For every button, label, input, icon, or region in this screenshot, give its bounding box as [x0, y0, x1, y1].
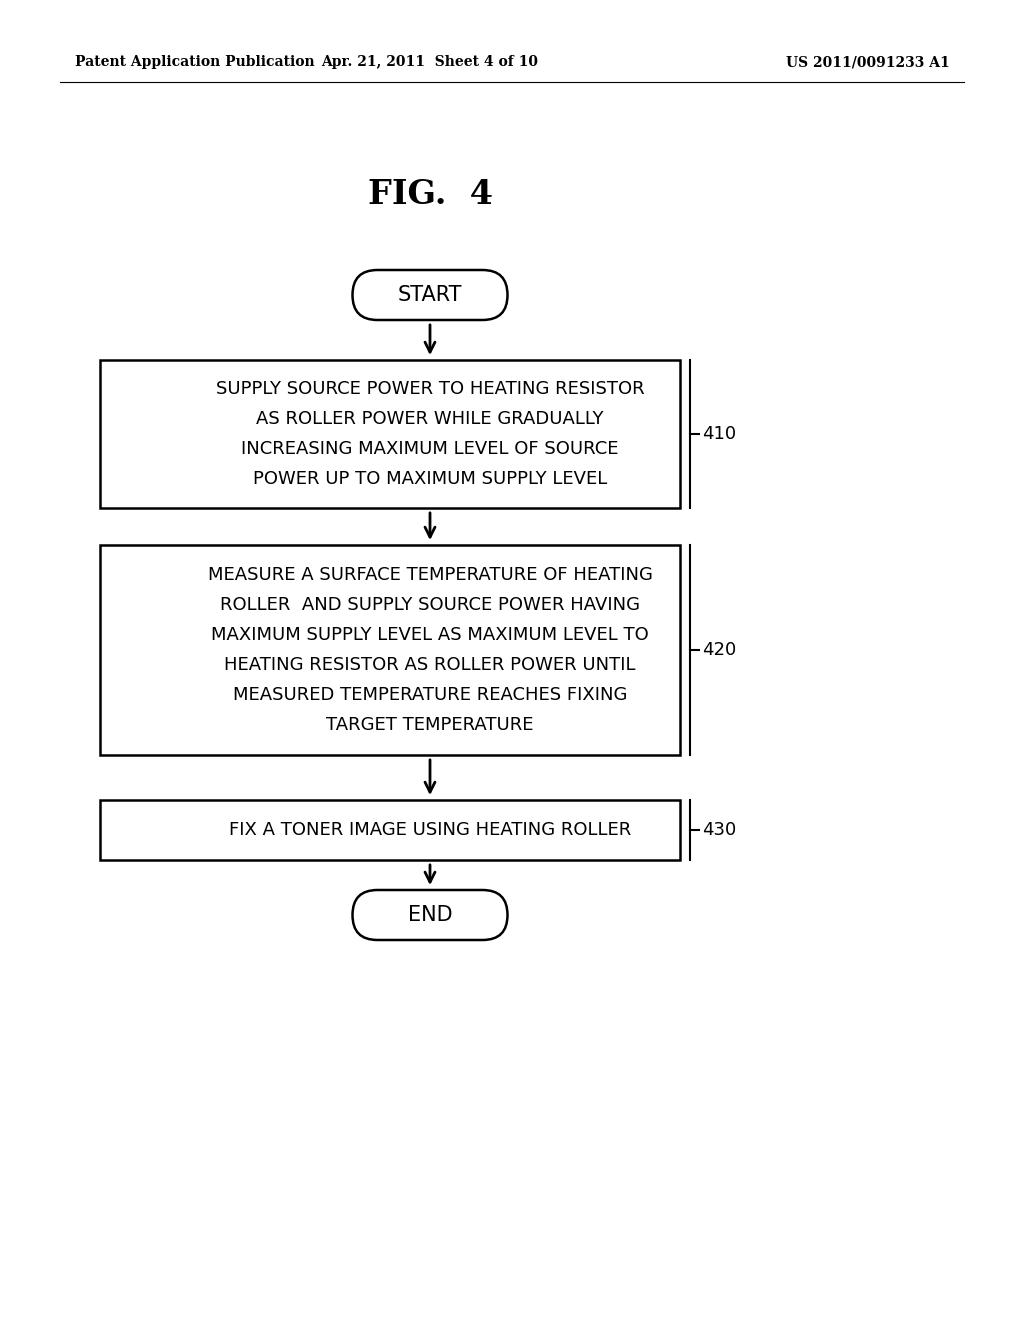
Text: MAXIMUM SUPPLY LEVEL AS MAXIMUM LEVEL TO: MAXIMUM SUPPLY LEVEL AS MAXIMUM LEVEL TO: [211, 626, 649, 644]
Text: INCREASING MAXIMUM LEVEL OF SOURCE: INCREASING MAXIMUM LEVEL OF SOURCE: [242, 440, 618, 458]
Text: MEASURED TEMPERATURE REACHES FIXING: MEASURED TEMPERATURE REACHES FIXING: [232, 686, 627, 704]
Text: MEASURE A SURFACE TEMPERATURE OF HEATING: MEASURE A SURFACE TEMPERATURE OF HEATING: [208, 566, 652, 583]
FancyBboxPatch shape: [100, 800, 680, 861]
Text: FIG.  4: FIG. 4: [368, 178, 493, 211]
Text: US 2011/0091233 A1: US 2011/0091233 A1: [786, 55, 950, 69]
Text: 430: 430: [702, 821, 736, 840]
Text: AS ROLLER POWER WHILE GRADUALLY: AS ROLLER POWER WHILE GRADUALLY: [256, 411, 604, 428]
FancyBboxPatch shape: [352, 890, 508, 940]
Text: SUPPLY SOURCE POWER TO HEATING RESISTOR: SUPPLY SOURCE POWER TO HEATING RESISTOR: [216, 380, 644, 399]
Text: TARGET TEMPERATURE: TARGET TEMPERATURE: [327, 715, 534, 734]
Text: FIX A TONER IMAGE USING HEATING ROLLER: FIX A TONER IMAGE USING HEATING ROLLER: [229, 821, 631, 840]
FancyBboxPatch shape: [100, 360, 680, 508]
Text: 410: 410: [702, 425, 736, 444]
FancyBboxPatch shape: [352, 271, 508, 319]
Text: END: END: [408, 906, 453, 925]
Text: POWER UP TO MAXIMUM SUPPLY LEVEL: POWER UP TO MAXIMUM SUPPLY LEVEL: [253, 470, 607, 488]
Text: ROLLER  AND SUPPLY SOURCE POWER HAVING: ROLLER AND SUPPLY SOURCE POWER HAVING: [220, 597, 640, 614]
Text: Patent Application Publication: Patent Application Publication: [75, 55, 314, 69]
Text: START: START: [397, 285, 462, 305]
Text: Apr. 21, 2011  Sheet 4 of 10: Apr. 21, 2011 Sheet 4 of 10: [322, 55, 539, 69]
Text: 420: 420: [702, 642, 736, 659]
Text: HEATING RESISTOR AS ROLLER POWER UNTIL: HEATING RESISTOR AS ROLLER POWER UNTIL: [224, 656, 636, 675]
FancyBboxPatch shape: [100, 545, 680, 755]
